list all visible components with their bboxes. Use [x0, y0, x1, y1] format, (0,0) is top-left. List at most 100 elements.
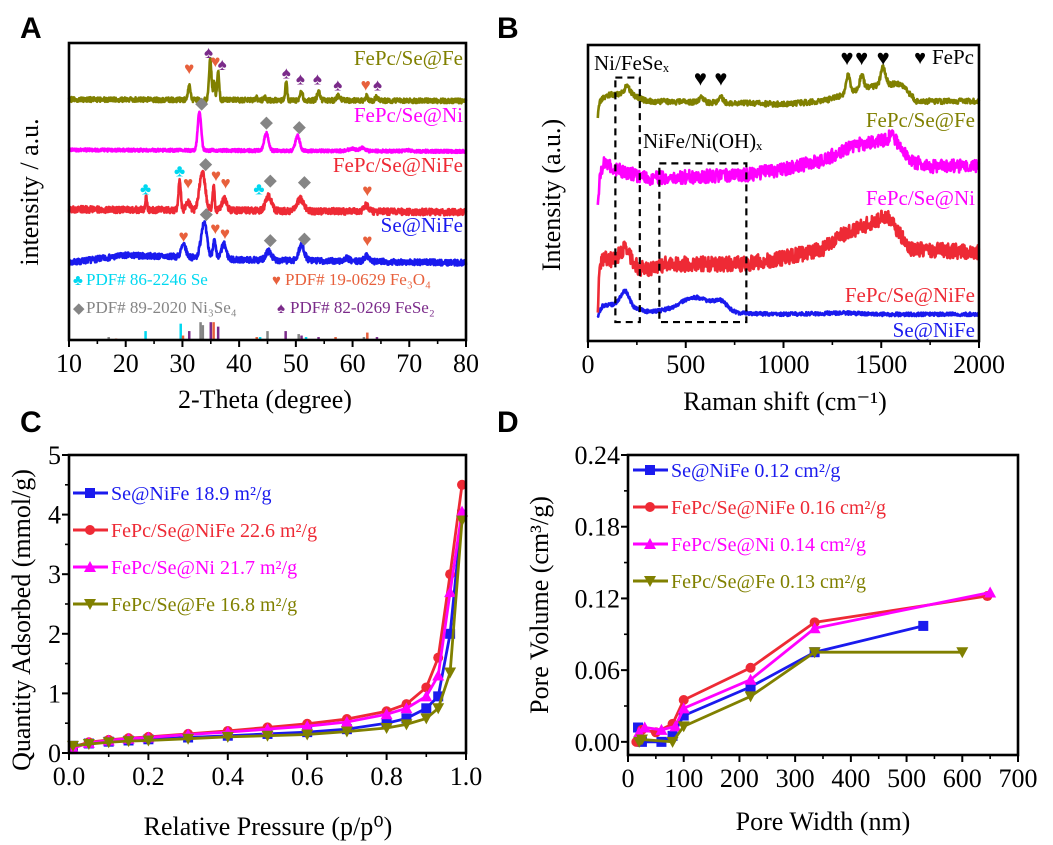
series-label: FePc/Se@NiFe — [845, 283, 975, 307]
x-tick-label: 30 — [169, 349, 195, 378]
x-tick-label: 2000 — [953, 350, 1005, 379]
series-line — [67, 56, 468, 105]
legend-label: FePc — [932, 45, 974, 69]
x-tick-label: 20 — [113, 349, 139, 378]
y-axis-label: intensity / a.u. — [15, 118, 44, 265]
heart-marker: ♥ — [184, 59, 194, 78]
triangle-down-marker — [340, 726, 353, 738]
series-line — [72, 520, 464, 748]
heart-icon: ♥ — [272, 273, 281, 289]
square-marker — [645, 465, 655, 475]
x-tick-label: 0.8 — [370, 762, 403, 791]
triangle-down-marker — [301, 729, 314, 741]
square-marker — [433, 691, 444, 702]
series-label: FePc/Se@Fe — [354, 46, 463, 70]
triangle-up-marker — [744, 673, 757, 685]
heart-marker: ♥ — [183, 174, 193, 193]
panel-label: A — [20, 12, 42, 45]
y-tick-label: 0.24 — [575, 441, 621, 470]
x-tick-label: 0.0 — [53, 762, 86, 791]
y-tick-label: 0 — [48, 739, 61, 768]
triangle-up-marker — [400, 702, 413, 714]
x-tick-label: 500 — [887, 764, 926, 793]
spade-marker: ♠ — [373, 76, 382, 95]
club-icon: ♣ — [73, 273, 83, 289]
region-label: Ni/FeSeₓ — [594, 51, 670, 75]
series-line — [596, 64, 981, 119]
region-box — [614, 76, 641, 324]
heart-icon: ♥ — [914, 47, 926, 69]
x-axis-label: Relative Pressure (p/p⁰) — [144, 812, 393, 841]
series-line — [596, 288, 981, 318]
triangle-up-marker — [644, 538, 656, 549]
x-tick-label: 0.2 — [132, 762, 165, 791]
heart-marker: ♥ — [714, 66, 727, 91]
legend-label: FePc/Se@Ni 0.14 cm²/g — [671, 534, 866, 556]
diamond-marker: ◆ — [199, 154, 213, 173]
x-axis-label: Raman shift (cm⁻¹) — [683, 387, 886, 416]
legend-label: PDF# 82-0269 FeSe₂ — [290, 298, 435, 317]
triangle-down-marker — [380, 722, 393, 734]
panel-c: C Se@NiFe 18.9 m²/g FePc/Se@NiFe 22.6 m²/g… — [7, 406, 482, 841]
legend-label: PDF# 89-2020 Ni₃Se₄ — [86, 298, 237, 317]
series-line — [596, 129, 981, 205]
y-tick-label: 0.18 — [575, 513, 621, 542]
legend-label: FePc/Se@Fe 16.8 m²/g — [111, 594, 297, 616]
x-tick-label: 100 — [664, 764, 703, 793]
square-marker — [918, 620, 929, 631]
heart-marker: ♥ — [362, 231, 372, 250]
triangle-down-marker — [84, 599, 96, 610]
series-line — [67, 169, 468, 217]
triangle-down-marker — [956, 647, 969, 659]
x-tick-label: 1500 — [855, 350, 907, 379]
triangle-down-marker — [808, 647, 821, 659]
legend-label: Se@NiFe 0.12 cm²/g — [671, 460, 840, 482]
series-label: Se@NiFe — [893, 318, 975, 342]
triangle-down-marker — [744, 691, 757, 703]
series-label: FePc/Se@NiFe — [333, 153, 463, 177]
diamond-marker: ◆ — [195, 93, 209, 112]
square-marker — [667, 730, 678, 741]
triangle-up-marker — [444, 586, 457, 598]
x-tick-label: 200 — [720, 764, 759, 793]
triangle-up-marker — [432, 669, 445, 681]
heart-marker: ♥ — [210, 219, 220, 238]
x-tick-label: 0.6 — [291, 762, 324, 791]
y-tick-label: 0.06 — [575, 656, 621, 685]
heart-marker: ♥ — [220, 174, 230, 193]
triangle-up-marker — [677, 702, 690, 714]
square-marker — [401, 713, 412, 724]
triangle-down-marker — [102, 737, 115, 749]
y-tick-label: 1 — [48, 679, 61, 708]
x-tick-label: 700 — [999, 764, 1038, 793]
spade-marker: ♠ — [282, 64, 291, 83]
heart-marker: ♥ — [361, 76, 371, 95]
triangle-down-marker — [142, 735, 155, 747]
square-marker — [421, 703, 432, 714]
diamond-marker: ◆ — [298, 172, 312, 191]
series-label: Se@NiFe — [381, 213, 463, 237]
y-tick-label: 3 — [48, 560, 61, 589]
square-marker — [445, 628, 456, 639]
y-axis-label: Quantity Adsorbed (mmol/g) — [7, 469, 36, 771]
spade-marker: ♠ — [204, 43, 213, 62]
series-line — [596, 209, 981, 313]
triangle-down-marker — [444, 667, 457, 679]
triangle-up-marker — [638, 721, 651, 733]
diamond-marker: ◆ — [264, 171, 278, 190]
spade-marker: ♠ — [313, 70, 322, 89]
y-tick-label: 0.00 — [575, 728, 621, 757]
x-tick-label: 1.0 — [450, 762, 483, 791]
triangle-down-marker — [666, 736, 679, 748]
series-label: FePc/Se@Ni — [354, 103, 463, 127]
y-tick-label: 2 — [48, 620, 61, 649]
x-axis-label: Pore Width (nm) — [736, 807, 911, 836]
panel-label: D — [497, 406, 519, 439]
circle-marker — [678, 695, 689, 706]
x-tick-label: 600 — [943, 764, 982, 793]
spade-marker: ♠ — [296, 70, 305, 89]
series-line — [67, 110, 468, 155]
triangle-up-marker — [669, 720, 682, 732]
heart-marker: ♥ — [841, 45, 854, 70]
diamond-marker: ◆ — [260, 113, 274, 132]
